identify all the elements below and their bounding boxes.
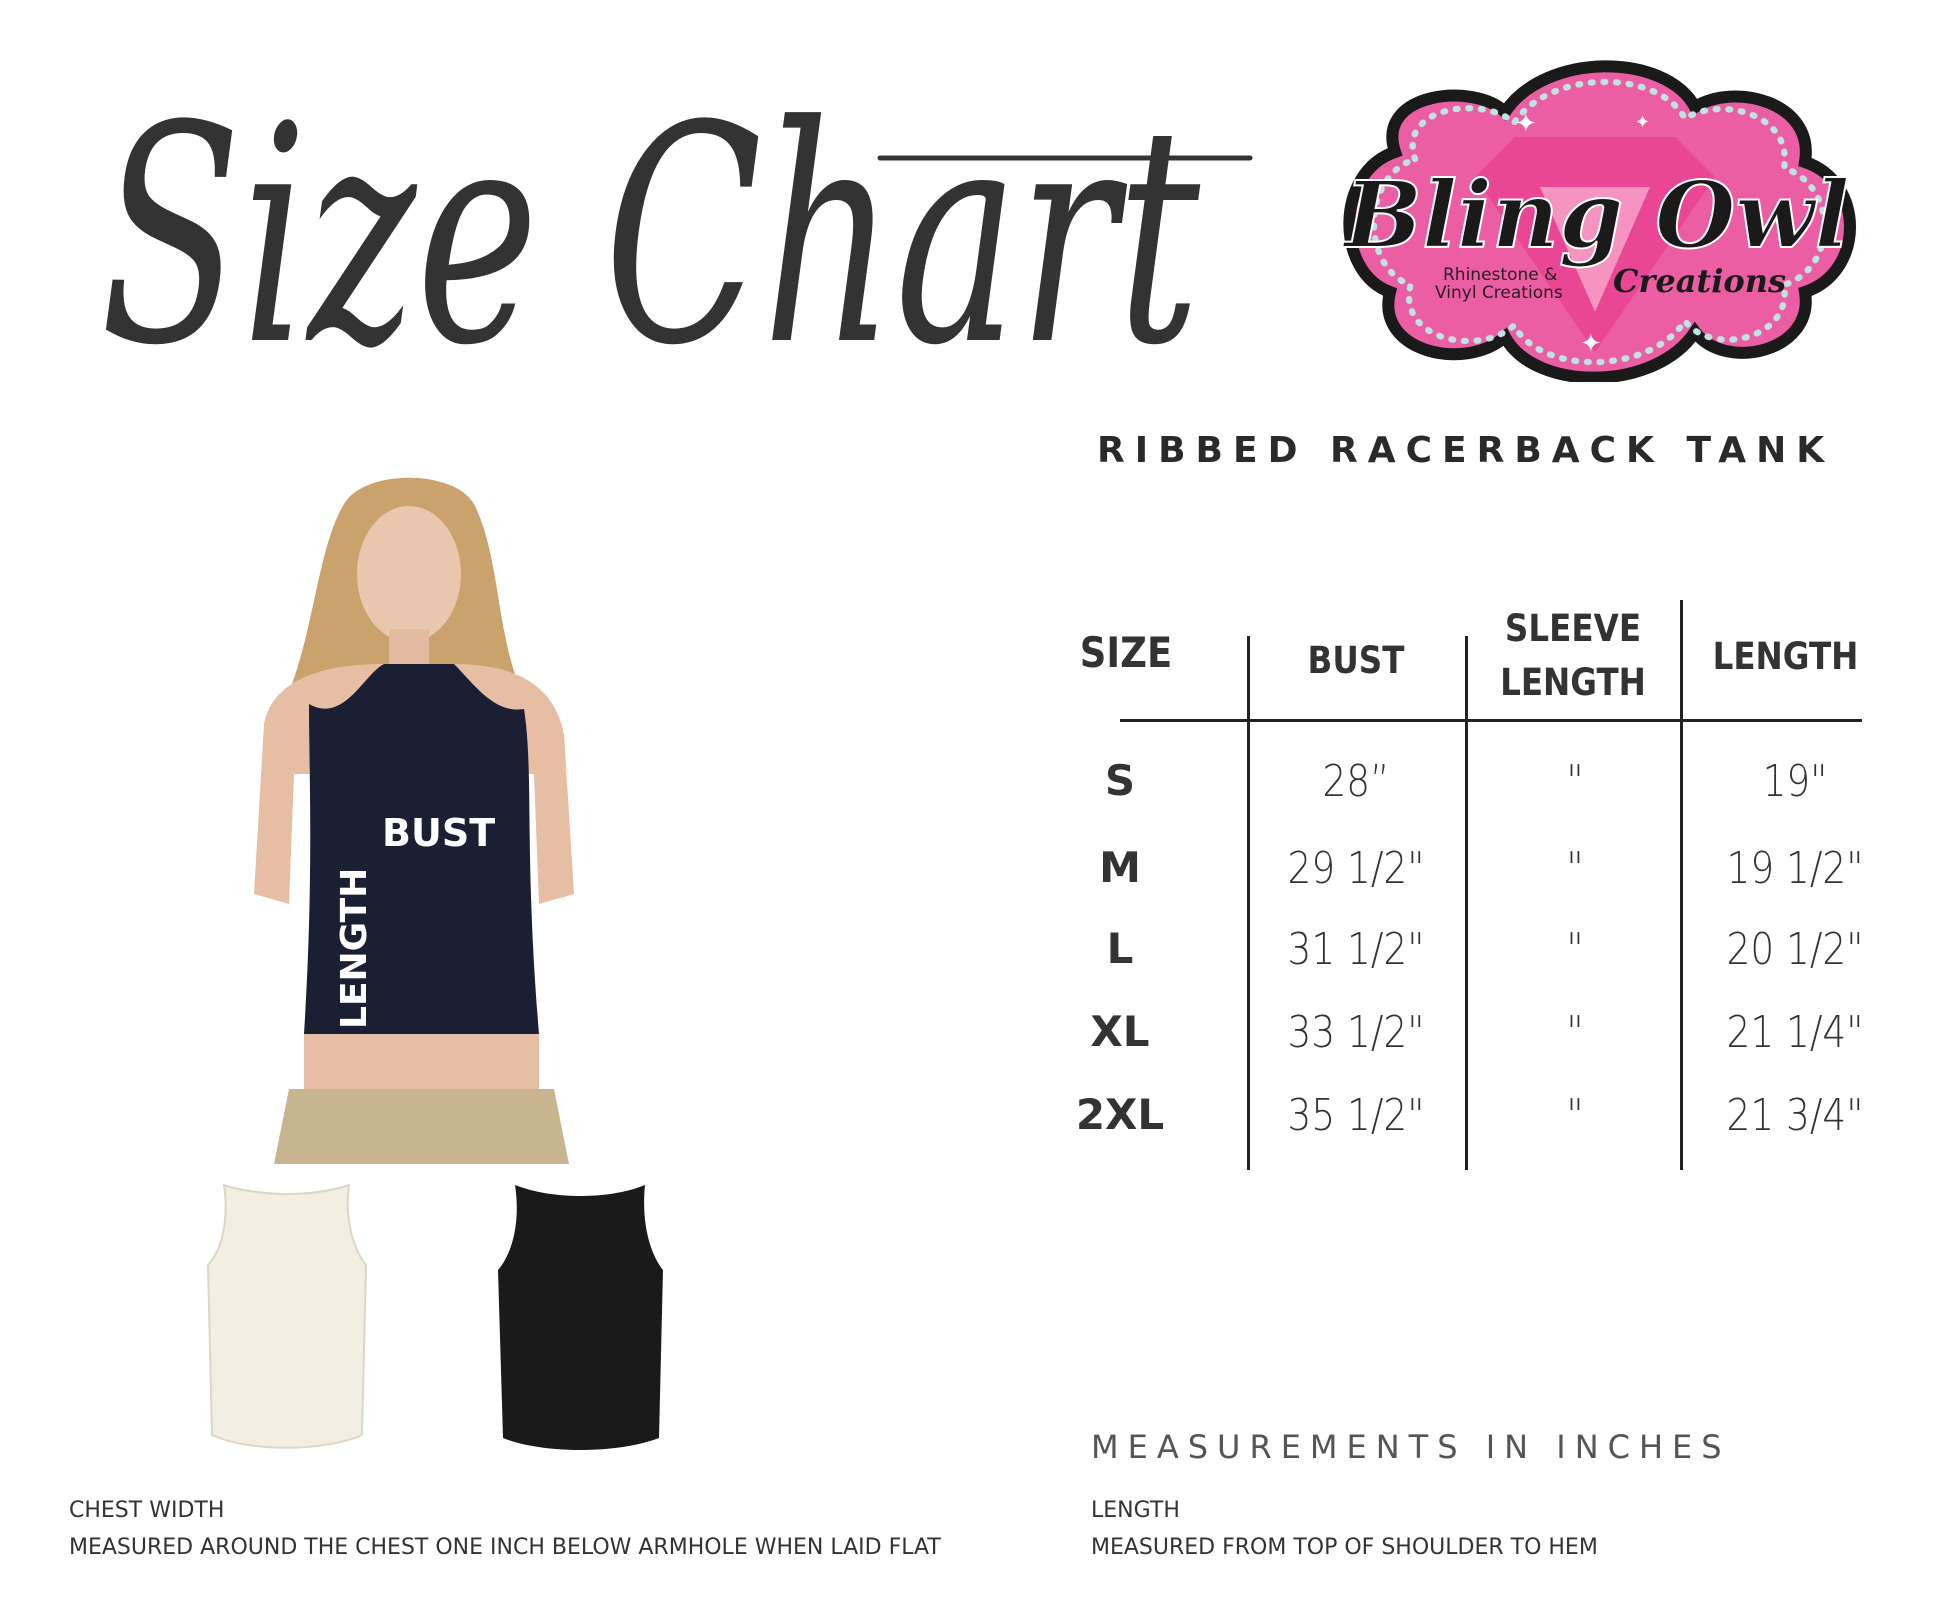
length-cell: 19 1/2" xyxy=(1726,843,1864,894)
product-name: RIBBED RACERBACK TANK xyxy=(1097,430,1835,471)
sparkle-icon: ✦ xyxy=(1635,112,1650,133)
length-cell: 20 1/2" xyxy=(1726,924,1864,975)
units-note: MEASUREMENTS IN INCHES xyxy=(1091,1428,1731,1466)
column-divider xyxy=(1680,600,1683,1170)
bust-cell: 31 1/2" xyxy=(1287,924,1425,975)
bust-cell: 33 1/2" xyxy=(1287,1007,1425,1058)
header-bust: BUST xyxy=(1307,639,1405,682)
bust-cell: 28” xyxy=(1322,756,1390,807)
black-tank-image xyxy=(498,1185,663,1450)
length-cell: 21 3/4" xyxy=(1726,1090,1864,1141)
bust-cell: 29 1/2" xyxy=(1287,843,1425,894)
chest-width-desc: MEASURED AROUND THE CHEST ONE INCH BELOW… xyxy=(69,1535,941,1560)
sleeve-cell: " xyxy=(1566,1007,1584,1058)
sleeve-cell: " xyxy=(1566,1090,1584,1141)
chest-width-title: CHEST WIDTH xyxy=(69,1498,225,1523)
sparkle-icon: ✦ xyxy=(1580,329,1602,359)
size-cell: S xyxy=(1104,756,1136,805)
chest-width-note: CHEST WIDTH MEASURED AROUND THE CHEST ON… xyxy=(69,1492,941,1566)
header-sleeve-length-2: LENGTH xyxy=(1500,661,1646,704)
header-divider xyxy=(1120,719,1862,722)
model-photo: BUST LENGTH xyxy=(234,474,602,1164)
length-cell: 21 1/4" xyxy=(1726,1007,1864,1058)
length-title: LENGTH xyxy=(1091,1498,1180,1523)
bust-label: BUST xyxy=(382,811,495,855)
column-divider xyxy=(1465,636,1468,1170)
header-length: LENGTH xyxy=(1712,635,1859,678)
size-cell: XL xyxy=(1090,1007,1150,1056)
title-text: Size Chart xyxy=(100,62,1201,411)
size-cell: 2XL xyxy=(1075,1090,1165,1139)
logo-tagline-1: Rhinestone & xyxy=(1443,265,1557,285)
size-chart-title: Size Chart xyxy=(100,59,1253,414)
bust-cell: 35 1/2" xyxy=(1287,1090,1425,1141)
logo-brand: Bling Owl xyxy=(1341,161,1849,269)
header-sleeve-length-1: SLEEVE xyxy=(1504,607,1642,650)
logo-brand-sub: Creations xyxy=(1613,262,1786,300)
size-cell: L xyxy=(1106,924,1134,973)
column-divider xyxy=(1247,636,1250,1170)
sleeve-cell: " xyxy=(1566,843,1584,894)
length-note: LENGTH MEASURED FROM TOP OF SHOULDER TO … xyxy=(1091,1492,1598,1566)
bling-owl-logo: Bling Owl Rhinestone & Vinyl Creations C… xyxy=(1340,60,1856,382)
cream-tank-image xyxy=(206,1183,368,1449)
sleeve-cell: " xyxy=(1566,924,1584,975)
sparkle-icon: ✦ xyxy=(1515,109,1537,139)
length-cell: 19" xyxy=(1762,756,1828,807)
logo-tagline-2: Vinyl Creations xyxy=(1435,283,1563,303)
header-size: SIZE xyxy=(1079,628,1173,677)
size-cell: M xyxy=(1099,843,1141,892)
sleeve-cell: " xyxy=(1566,756,1584,807)
length-desc: MEASURED FROM TOP OF SHOULDER TO HEM xyxy=(1091,1535,1598,1560)
length-label: LENGTH xyxy=(334,868,375,1029)
